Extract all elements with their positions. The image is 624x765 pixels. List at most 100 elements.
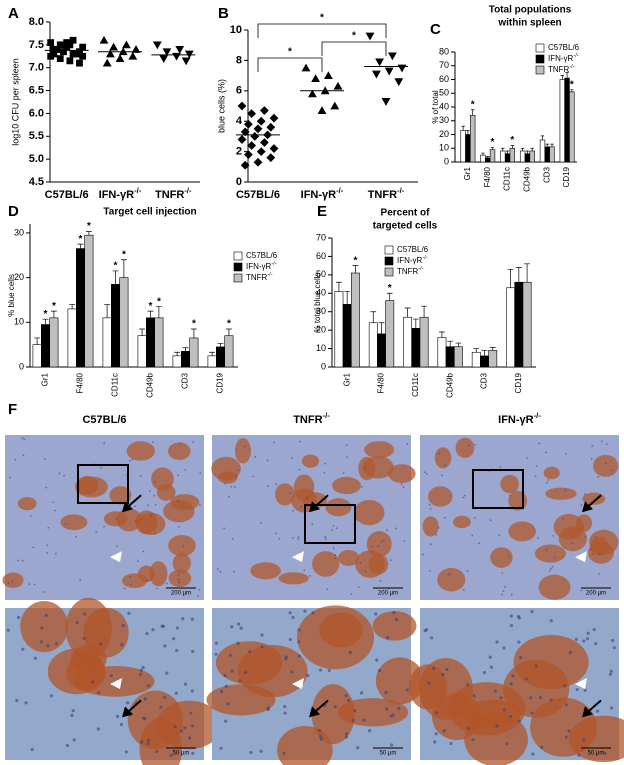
- panel-label: D: [8, 203, 19, 220]
- stained-region: [168, 569, 192, 588]
- y-tick-label: 0: [236, 176, 242, 188]
- stained-region: [278, 572, 309, 585]
- cell-nucleus: [319, 737, 323, 741]
- cell-nucleus: [466, 683, 470, 687]
- data-point: [56, 55, 64, 62]
- cell-nucleus: [345, 732, 349, 736]
- cell-nucleus: [233, 570, 236, 573]
- chart-title: Total populations: [489, 5, 572, 16]
- cell-nucleus: [177, 500, 180, 503]
- cell-nucleus: [177, 581, 180, 584]
- cell-nucleus: [230, 669, 234, 673]
- significance-label: *: [157, 296, 161, 307]
- cell-nucleus: [359, 561, 362, 564]
- cell-nucleus: [379, 579, 382, 582]
- cell-nucleus: [353, 709, 357, 713]
- micrograph: 50 µm: [206, 605, 425, 765]
- stained-region: [218, 471, 238, 484]
- cell-nucleus: [575, 687, 579, 692]
- stained-region: [366, 531, 392, 557]
- cell-nucleus: [311, 523, 314, 526]
- cell-nucleus: [324, 538, 327, 540]
- cell-nucleus: [175, 626, 179, 630]
- stained-region: [2, 572, 24, 588]
- legend-label: TNFR-/-: [548, 64, 575, 74]
- stained-region: [156, 484, 176, 501]
- legend-swatch: [233, 262, 243, 272]
- cell-nucleus: [260, 633, 264, 637]
- data-point: [60, 48, 67, 56]
- bar: [216, 346, 226, 368]
- cell-nucleus: [386, 529, 388, 532]
- chart-title: within spleen: [497, 18, 561, 29]
- cell-nucleus: [142, 550, 145, 553]
- cell-nucleus: [290, 457, 293, 459]
- bar: [137, 335, 147, 368]
- bar: [119, 277, 129, 368]
- data-point: [269, 113, 279, 123]
- cell-nucleus: [178, 525, 181, 528]
- cell-nucleus: [290, 670, 294, 674]
- cell-nucleus: [434, 732, 438, 736]
- bar: [480, 154, 486, 163]
- cell-nucleus: [493, 689, 497, 693]
- cell-nucleus: [594, 536, 597, 538]
- cell-nucleus: [183, 682, 188, 686]
- cell-nucleus: [14, 458, 17, 461]
- bar: [419, 316, 429, 368]
- error-bar: [421, 305, 427, 318]
- cell-nucleus: [79, 579, 82, 582]
- data-point: [260, 138, 269, 147]
- y-tick-label: 0: [321, 361, 326, 371]
- cell-nucleus: [530, 609, 534, 614]
- cell-nucleus: [610, 638, 615, 643]
- stained-region: [387, 464, 416, 484]
- x-tick-label: CD3: [181, 372, 190, 389]
- y-tick-label: 60: [316, 251, 326, 261]
- cell-nucleus: [355, 518, 358, 521]
- cell-nucleus: [90, 680, 95, 684]
- cell-nucleus: [163, 644, 167, 648]
- legend-swatch: [384, 267, 394, 277]
- cell-nucleus: [243, 670, 248, 675]
- cell-nucleus: [234, 486, 236, 488]
- cell-nucleus: [44, 458, 46, 461]
- cell-nucleus: [146, 741, 150, 746]
- bar: [403, 316, 413, 368]
- significance-label: *: [87, 221, 91, 232]
- arrowhead-marker: [292, 551, 304, 563]
- cell-nucleus: [17, 615, 21, 620]
- y-tick-label: 10: [316, 343, 326, 353]
- cell-nucleus: [609, 669, 613, 673]
- stained-region: [368, 553, 389, 575]
- cell-nucleus: [151, 628, 155, 632]
- comparison-bracket: [257, 57, 323, 72]
- stained-region: [428, 486, 453, 507]
- cell-nucleus: [153, 480, 156, 483]
- cell-nucleus: [597, 475, 600, 478]
- y-tick-label: 40: [439, 101, 449, 111]
- data-point: [50, 50, 58, 58]
- error-bar: [550, 143, 554, 147]
- cell-nucleus: [335, 527, 338, 530]
- stained-region: [126, 441, 155, 461]
- cell-nucleus: [605, 443, 608, 446]
- cell-nucleus: [509, 624, 514, 628]
- bar: [514, 281, 524, 368]
- cell-nucleus: [364, 570, 367, 573]
- stained-region: [109, 486, 132, 505]
- cell-nucleus: [311, 611, 315, 615]
- cell-nucleus: [517, 719, 521, 723]
- cell-nucleus: [466, 726, 471, 730]
- data-point: [109, 42, 118, 51]
- bar: [368, 322, 378, 368]
- y-tick-label: 7.0: [29, 62, 44, 74]
- error-bar: [515, 267, 522, 283]
- cell-nucleus: [216, 568, 219, 571]
- stained-region: [364, 441, 395, 459]
- arrowhead-marker: [575, 551, 587, 563]
- cell-nucleus: [139, 668, 143, 672]
- stained-region: [47, 648, 106, 695]
- cell-nucleus: [175, 648, 179, 653]
- y-tick-label: 6: [236, 85, 242, 97]
